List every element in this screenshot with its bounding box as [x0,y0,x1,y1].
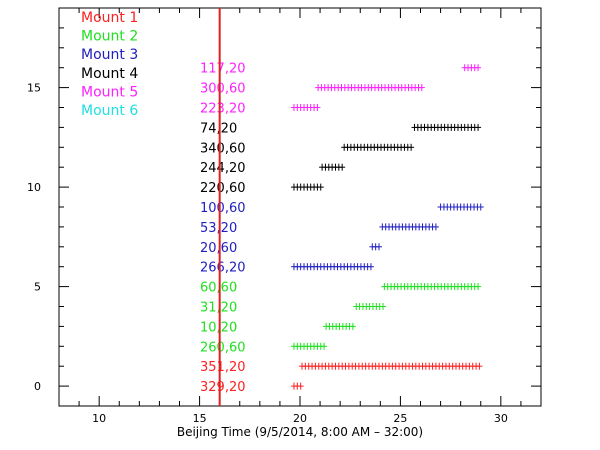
marker-series [461,64,482,72]
legend-entry: Mount 1 [81,10,138,26]
marker-series [290,183,324,191]
row-label: 260,60 [200,340,246,355]
x-axis-label: Beijing Time (9/5/2014, 8:00 AM – 32:00) [177,425,423,439]
marker-series [353,303,387,310]
row-label: 266,20 [200,261,246,276]
marker-series [437,203,484,211]
row-label: 117,20 [200,62,246,77]
legend-entry: Mount 4 [81,66,138,82]
y-tick-label: 10 [27,181,41,194]
row-label: 223,20 [200,102,246,117]
marker-series [411,123,482,131]
legend-entry: Mount 6 [81,103,138,119]
series-markers [290,64,484,390]
x-tick-label: 15 [193,412,207,425]
legend-entry: Mount 5 [81,84,138,100]
marker-series [290,263,374,271]
marker-series [319,163,346,171]
y-tick-label: 5 [34,281,41,294]
row-label: 340,60 [200,141,246,156]
x-tick-label: 25 [393,412,407,425]
row-label: 53,20 [200,221,237,236]
axis-tick-labels: 10 15 20 25 30 0 5 10 15 [27,82,508,425]
marker-series [369,243,382,251]
row-label: 329,20 [200,380,246,395]
row-label: 351,20 [200,360,246,375]
row-label: 20,60 [200,241,237,256]
row-label: 10,20 [200,320,237,335]
axis-ticks [58,7,542,407]
row-label: 220,60 [200,181,246,196]
legend: Mount 1 Mount 2 Mount 3 Mount 4 Mount 5 Mount… [81,10,138,119]
row-label: 60,60 [200,281,237,296]
marker-series [379,223,439,231]
row-labels: 329,20 351,20 260,60 10,20 31,20 60,60 266,20 2… [200,62,246,395]
marker-series [290,104,321,111]
marker-series [323,322,356,330]
row-label: 100,60 [200,201,246,216]
row-label: 300,60 [200,82,246,97]
row-label: 74,20 [200,121,237,136]
marker-series [341,143,415,151]
marker-series [290,382,304,390]
row-label: 244,20 [200,161,246,176]
marker-series [315,84,425,92]
x-tick-label: 10 [92,412,106,425]
x-tick-label: 20 [293,412,307,425]
legend-entry: Mount 3 [81,47,138,63]
row-label: 31,20 [200,301,237,316]
y-tick-label: 0 [34,380,41,393]
marker-series [299,362,483,370]
x-tick-label: 30 [494,412,508,425]
legend-entry: Mount 2 [81,29,138,45]
marker-series [290,342,328,350]
marker-series [381,283,482,291]
y-tick-label: 15 [27,82,41,95]
